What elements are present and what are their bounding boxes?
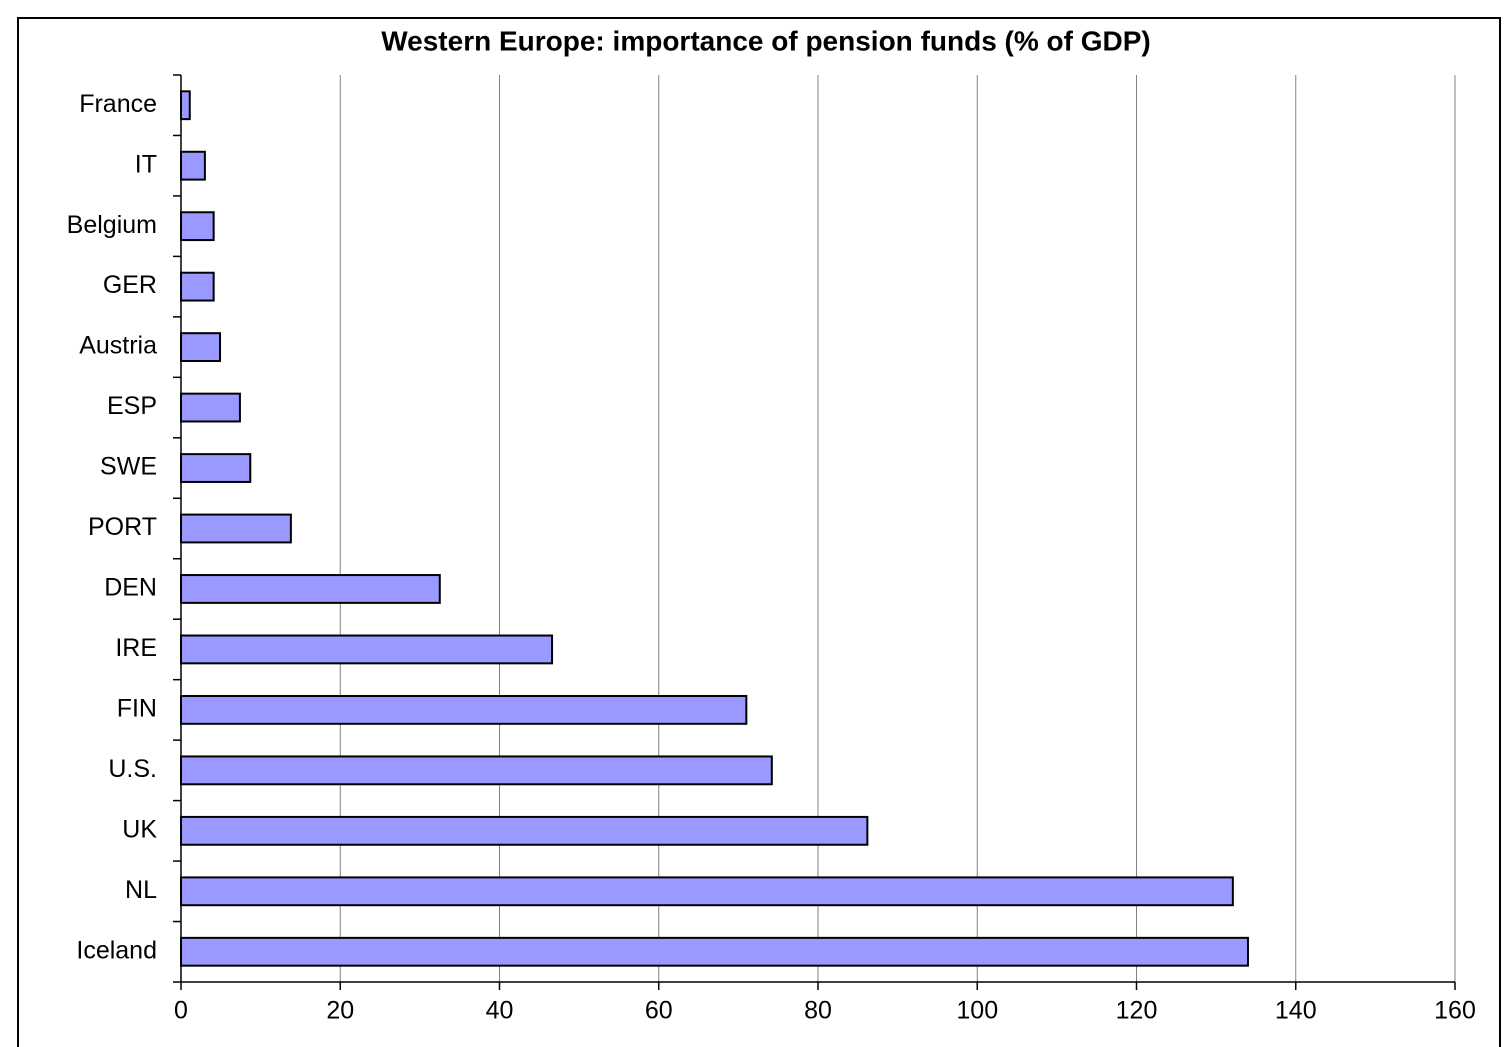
x-tick-label: 40 [486, 997, 514, 1025]
y-tick-label: GER [103, 271, 157, 299]
bar [180, 574, 441, 604]
x-tick-label: 100 [956, 997, 998, 1025]
bar [180, 815, 869, 846]
y-tick-label: UK [122, 815, 157, 843]
y-tick-label: PORT [88, 513, 157, 541]
x-tick-label: 60 [645, 997, 673, 1025]
y-tick-label: IT [135, 150, 157, 178]
bar [180, 694, 748, 725]
bar [180, 755, 773, 786]
bar [180, 453, 252, 483]
y-tick-label: FIN [117, 695, 157, 723]
x-tick-label: 160 [1434, 997, 1476, 1025]
y-tick-label: Iceland [76, 936, 157, 964]
y-tick-label: SWE [100, 453, 157, 481]
bar [180, 876, 1234, 907]
bar [180, 392, 241, 423]
bar [180, 936, 1249, 967]
x-tick-label: 80 [804, 997, 832, 1025]
x-tick-label: 140 [1275, 997, 1317, 1025]
bar [180, 332, 222, 363]
y-tick-label: DEN [104, 574, 157, 602]
x-tick-label: 20 [326, 997, 354, 1025]
bar [180, 150, 206, 181]
y-tick-label: U.S. [108, 755, 157, 783]
y-tick-label: IRE [115, 634, 157, 662]
bar [180, 90, 191, 121]
x-tick-label: 120 [1116, 997, 1158, 1025]
y-tick-label: NL [125, 876, 157, 904]
bar [180, 211, 215, 242]
y-tick-label: Austria [79, 332, 157, 360]
y-tick-label: ESP [107, 392, 157, 420]
bar [180, 513, 292, 544]
chart-title: Western Europe: importance of pension fu… [381, 25, 1151, 56]
bar [180, 634, 554, 665]
y-tick-label: Belgium [67, 211, 157, 239]
x-tick-label: 0 [174, 997, 188, 1025]
bar [180, 271, 215, 302]
y-tick-label: France [79, 90, 157, 118]
